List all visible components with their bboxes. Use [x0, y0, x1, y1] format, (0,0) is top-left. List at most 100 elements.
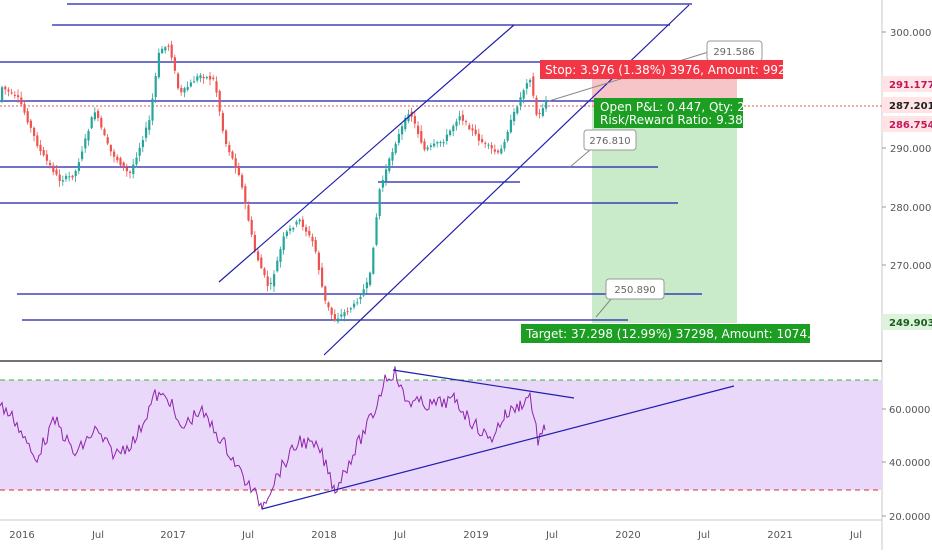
candle-body [397, 133, 400, 143]
candle-body [487, 144, 490, 146]
candle-body [218, 91, 221, 112]
candle-body [125, 167, 128, 172]
candle-body [177, 73, 180, 89]
pnl-info[interactable]: Open P&L: 0.447, Qty: 2 Risk/Reward Rati… [594, 98, 745, 128]
callout-label: 291.586 [713, 47, 754, 58]
candle-body [481, 139, 484, 143]
candle-body [29, 120, 32, 128]
candle-body [314, 240, 317, 252]
candle-body [276, 260, 279, 272]
target-price-tag[interactable]: 249.903 [882, 314, 932, 330]
rsi-support-line[interactable] [261, 385, 735, 510]
candle-body [250, 219, 253, 235]
candle-body [241, 175, 244, 188]
candle-body [321, 267, 324, 287]
candle-body [1, 87, 4, 101]
candle-body [468, 125, 471, 130]
candle-body [295, 221, 298, 225]
candle-body [42, 150, 45, 156]
price-tick-label: 280.000 [890, 203, 931, 214]
candle-body [23, 104, 26, 113]
candle-body [436, 142, 439, 144]
candle-body [289, 228, 292, 231]
candle-body [388, 158, 391, 172]
callout-leader [569, 149, 591, 168]
candle-body [109, 145, 112, 152]
entry-price-tag[interactable]: 286.754 [882, 116, 932, 132]
pnl-info-box[interactable] [594, 98, 743, 128]
candle-body [439, 142, 442, 144]
candle-body [337, 318, 340, 322]
rsi-trendlines[interactable] [261, 369, 735, 510]
callout-box[interactable] [583, 129, 637, 151]
candle-body [58, 174, 61, 181]
candle-body [103, 129, 106, 136]
candle-body [497, 150, 500, 153]
candle-body [33, 127, 36, 136]
candle-body [65, 175, 68, 180]
risk-reward-text: Risk/Reward Ratio: 9.38 [600, 113, 743, 127]
candle-body [4, 86, 7, 90]
horizontal-levels[interactable] [0, 3, 702, 321]
candle-body [381, 180, 384, 188]
candle-body [522, 90, 525, 99]
time-label: 2018 [311, 530, 336, 541]
candle-body [71, 175, 74, 178]
candle-body [513, 111, 516, 122]
candle-body [452, 125, 455, 132]
time-axis[interactable]: 2016 Jul 2017 Jul 2018 Jul 2019 Jul 2020… [9, 530, 862, 541]
channel-upper-line[interactable] [218, 24, 515, 283]
candle-body [343, 312, 346, 317]
candle-body [55, 169, 58, 175]
candle-body [90, 117, 93, 129]
callout-box[interactable] [605, 278, 665, 300]
candle-body [455, 121, 458, 127]
candle-body [372, 247, 375, 274]
rsi-line[interactable] [0, 366, 546, 510]
target-info-box[interactable] [521, 324, 810, 343]
candle-body [164, 47, 167, 51]
target-tag-bg [882, 314, 932, 330]
callout-250[interactable]: 250.890 [595, 278, 665, 318]
candle-body [378, 189, 381, 217]
rsi-resistance-line[interactable] [392, 369, 575, 399]
candle-body [506, 131, 509, 141]
target-info[interactable]: Target: 37.298 (12.99%) 37298, Amount: 1… [521, 324, 819, 343]
candle-body [247, 205, 250, 221]
stop-price-tag[interactable]: 291.177 [882, 76, 932, 92]
candle-body [228, 145, 231, 153]
candle-body [301, 219, 304, 227]
stop-price-label: 291.177 [889, 80, 932, 91]
candle-body [385, 169, 388, 182]
candle-body [362, 289, 365, 296]
candle-body [445, 134, 448, 141]
stop-info[interactable]: Stop: 3.976 (1.38%) 3976, Amount: 992.05 [540, 60, 805, 79]
candle-body [135, 157, 138, 165]
entry-price-label: 286.754 [889, 120, 932, 131]
candle-body [474, 129, 477, 135]
price-axis-ticks: 300.000 290.000 280.000 270.000 [882, 28, 931, 272]
candle-body [77, 162, 80, 171]
candle-body [346, 311, 349, 313]
candle-body [375, 217, 378, 245]
candle-body [199, 75, 202, 79]
price-tick-label: 300.000 [890, 28, 931, 39]
callout-276[interactable]: 276.810 [569, 129, 637, 168]
candle-body [413, 116, 416, 124]
price-tick-label: 270.000 [890, 261, 931, 272]
candle-body [93, 112, 96, 120]
candle-body [330, 307, 333, 315]
candle-body [212, 77, 215, 80]
entry-tag-bg [882, 116, 932, 132]
stop-info-box[interactable] [540, 60, 783, 79]
candle-body [17, 95, 20, 98]
candle-body [244, 186, 247, 204]
candle-body [449, 130, 452, 135]
candle-body [532, 76, 535, 96]
rsi-tick-label: 60.0000 [889, 405, 930, 416]
candle-body [305, 227, 308, 232]
candle-body [423, 141, 426, 150]
current-price-tag[interactable]: 287.201 [882, 97, 932, 113]
